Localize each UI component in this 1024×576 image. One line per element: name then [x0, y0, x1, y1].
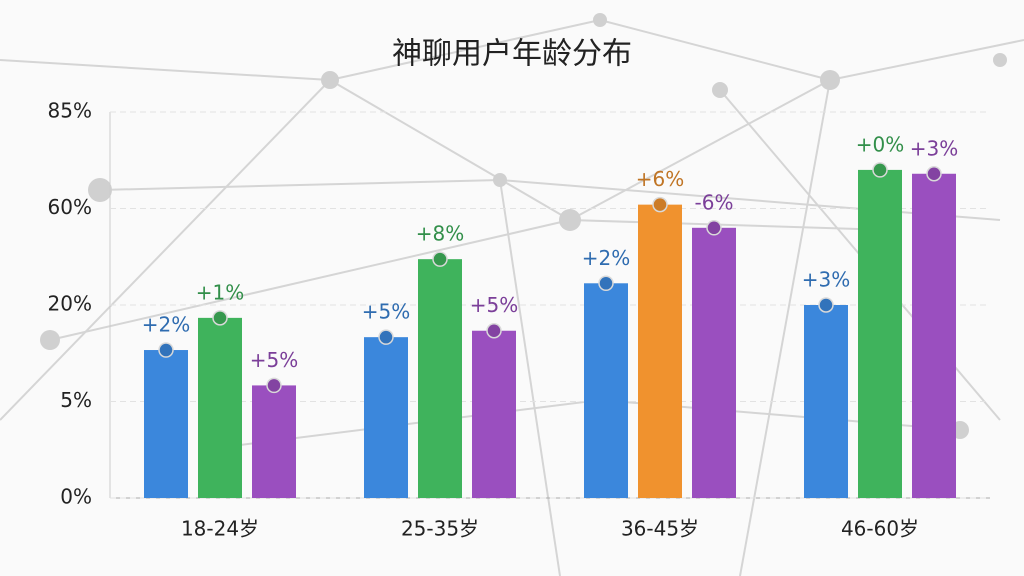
bar	[692, 227, 736, 499]
value-label: +5%	[250, 348, 299, 372]
bar	[364, 337, 408, 498]
y-tick-label: 5%	[60, 388, 92, 412]
value-label: +2%	[142, 313, 191, 337]
y-tick-label: 85%	[48, 99, 92, 123]
value-label: +3%	[910, 136, 959, 160]
bar-dot	[266, 377, 282, 394]
x-tick-label: 46-60岁	[841, 517, 919, 541]
bar	[638, 204, 682, 498]
value-label: -6%	[695, 190, 734, 214]
bar	[912, 173, 956, 498]
bar	[418, 259, 462, 498]
bar	[472, 330, 516, 498]
x-tick-label: 36-45岁	[621, 517, 699, 541]
bar-dot	[432, 251, 448, 267]
bar-dot	[706, 220, 722, 236]
value-label: +2%	[582, 246, 631, 270]
y-tick-label: 20%	[48, 292, 92, 316]
bar-dot	[818, 297, 834, 313]
x-tick-label: 25-35岁	[401, 517, 479, 541]
value-label: +5%	[470, 293, 519, 317]
chart-title: 神聊用户年龄分布	[392, 37, 632, 72]
y-tick-label: 60%	[48, 195, 92, 219]
bar-dot	[872, 162, 888, 178]
bar	[144, 350, 188, 498]
value-label: +6%	[636, 167, 685, 191]
x-tick-label: 18-24岁	[181, 517, 259, 541]
bar	[252, 385, 296, 498]
bar	[858, 169, 902, 498]
y-tick-label: 0%	[60, 485, 92, 509]
bar	[198, 317, 242, 498]
bar-dot	[652, 196, 668, 213]
bar-dot	[212, 310, 228, 326]
bar	[584, 283, 628, 498]
value-label: +5%	[362, 300, 411, 324]
bar-dot	[926, 166, 942, 182]
bar	[804, 305, 848, 498]
value-label: +0%	[856, 132, 905, 156]
bar-dot	[598, 275, 614, 292]
bar-dot	[486, 322, 502, 339]
value-label: +3%	[802, 268, 851, 292]
value-label: +8%	[416, 222, 465, 246]
bar-dot	[378, 329, 394, 345]
bar-dot	[158, 342, 174, 358]
value-label: +1%	[196, 280, 245, 304]
